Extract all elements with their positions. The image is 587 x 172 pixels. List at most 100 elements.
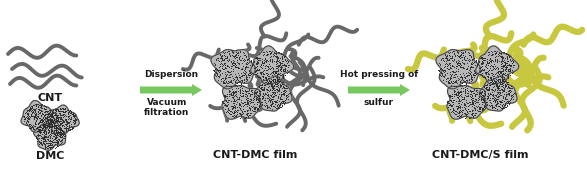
Point [265, 101, 274, 104]
Point [265, 56, 275, 58]
Point [20, 118, 29, 120]
Point [477, 96, 486, 99]
Point [57, 141, 66, 144]
Point [261, 84, 270, 87]
Point [499, 78, 508, 81]
Point [451, 104, 461, 107]
Point [252, 64, 262, 67]
Point [485, 64, 494, 67]
Point [479, 94, 488, 97]
Point [63, 118, 73, 121]
Point [458, 82, 467, 85]
Point [445, 76, 454, 79]
Point [55, 122, 65, 125]
Point [54, 127, 63, 130]
Point [495, 51, 504, 54]
Point [38, 131, 47, 133]
Point [66, 111, 75, 114]
Point [230, 59, 239, 62]
Point [481, 66, 491, 69]
Point [238, 85, 248, 87]
Point [268, 69, 278, 72]
Point [45, 140, 54, 143]
Point [470, 95, 479, 98]
Point [62, 126, 72, 129]
Point [35, 131, 45, 134]
Point [40, 108, 49, 111]
Point [46, 120, 55, 122]
Point [35, 122, 44, 124]
Point [505, 91, 515, 93]
Point [274, 82, 283, 84]
Point [36, 103, 45, 105]
Point [48, 120, 58, 123]
Point [63, 112, 73, 115]
Point [261, 103, 271, 106]
Point [503, 80, 512, 83]
Point [264, 63, 274, 66]
Point [504, 76, 513, 79]
Point [480, 72, 490, 75]
Point [281, 89, 291, 92]
Point [53, 113, 62, 116]
Point [253, 98, 262, 100]
Point [280, 65, 289, 68]
Point [451, 79, 460, 82]
Point [265, 100, 275, 103]
Point [28, 125, 37, 127]
Point [254, 61, 263, 64]
Point [475, 105, 484, 108]
Point [55, 118, 65, 120]
Point [258, 74, 268, 77]
Point [447, 99, 456, 102]
Point [462, 95, 471, 98]
Point [492, 57, 501, 60]
Point [257, 63, 266, 66]
Point [508, 97, 518, 100]
Point [280, 88, 289, 91]
Point [52, 137, 61, 140]
Point [53, 140, 62, 143]
Point [257, 61, 266, 64]
Point [466, 78, 475, 80]
Point [36, 125, 45, 127]
Point [484, 61, 494, 64]
Point [461, 116, 471, 119]
Point [45, 118, 54, 120]
Point [266, 102, 275, 105]
Point [258, 104, 267, 106]
Point [273, 90, 282, 92]
Point [264, 80, 273, 83]
Point [483, 51, 492, 53]
Point [481, 71, 491, 74]
Point [498, 80, 507, 82]
Point [504, 75, 513, 78]
Point [226, 110, 235, 112]
Point [464, 64, 473, 67]
Point [447, 93, 457, 96]
Point [483, 82, 492, 85]
Point [487, 106, 497, 109]
Point [265, 68, 274, 71]
Point [449, 51, 458, 54]
Point [460, 108, 470, 111]
Point [476, 72, 485, 75]
Point [500, 74, 510, 77]
Point [467, 62, 476, 65]
Point [22, 109, 31, 111]
Point [247, 111, 256, 114]
Point [470, 108, 480, 111]
Point [500, 97, 510, 99]
Point [50, 108, 60, 111]
Point [267, 79, 276, 82]
Point [470, 92, 479, 94]
Point [269, 78, 279, 80]
Point [458, 108, 467, 111]
Point [456, 91, 465, 93]
Point [62, 128, 71, 131]
Point [222, 94, 231, 97]
Point [226, 59, 235, 62]
Point [279, 90, 288, 92]
Point [491, 83, 501, 86]
Point [272, 91, 282, 94]
